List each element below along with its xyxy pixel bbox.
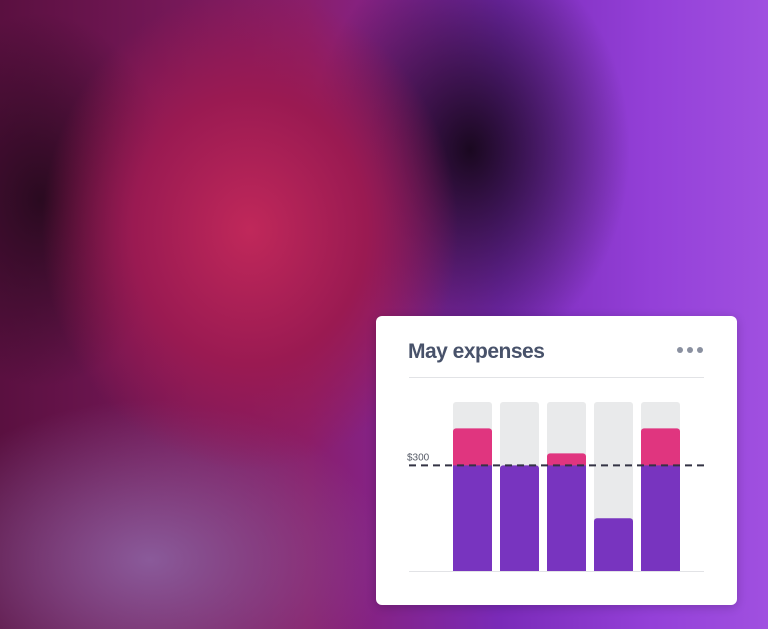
divider [409, 377, 704, 378]
more-options-icon[interactable] [677, 347, 703, 353]
threshold-label: $300 [407, 452, 430, 463]
bar-within-budget-fill [500, 469, 539, 571]
bar-over-budget [453, 428, 492, 470]
bar-over-budget [641, 428, 680, 470]
card-title: May expenses [408, 340, 545, 363]
bar-within-budget [547, 465, 586, 571]
expenses-card: May expenses $300 [376, 316, 737, 605]
bar-within-budget [453, 465, 492, 571]
expenses-bar-chart: $300 [407, 402, 706, 572]
bar-within-budget-fill [594, 522, 633, 571]
bar-within-budget [641, 465, 680, 571]
